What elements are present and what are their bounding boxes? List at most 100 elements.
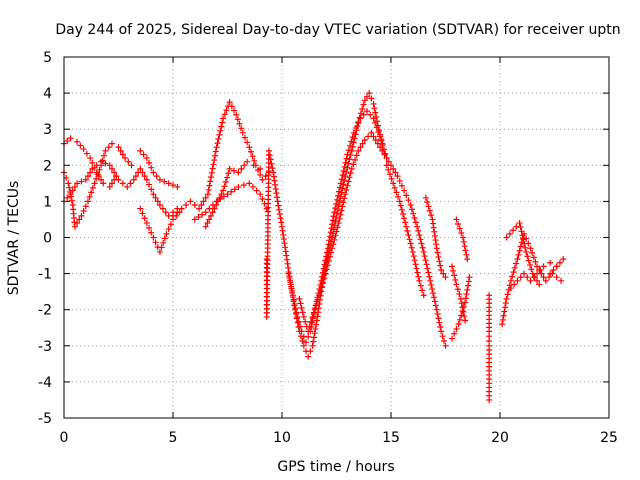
data-point xyxy=(270,169,277,176)
data-point xyxy=(329,245,336,252)
series-trace-10 xyxy=(285,108,390,346)
data-point xyxy=(428,281,435,288)
data-point xyxy=(291,300,298,307)
data-point xyxy=(465,278,472,285)
data-point xyxy=(221,111,228,118)
data-point xyxy=(348,138,355,145)
data-point xyxy=(106,162,113,169)
data-point xyxy=(459,308,466,315)
data-point xyxy=(486,396,493,403)
data-point xyxy=(373,124,380,131)
data-point xyxy=(156,248,163,255)
data-point xyxy=(553,274,560,281)
data-point xyxy=(462,247,469,254)
data-point xyxy=(217,127,224,134)
data-point xyxy=(105,144,112,151)
series-trace-17 xyxy=(486,292,493,403)
data-point xyxy=(525,257,532,264)
data-point xyxy=(516,220,523,227)
data-point xyxy=(277,215,284,222)
data-point xyxy=(464,286,471,293)
data-point xyxy=(280,231,287,238)
data-point xyxy=(78,178,85,185)
x-tick-label: 10 xyxy=(273,430,291,446)
data-point xyxy=(390,180,397,187)
data-point xyxy=(241,134,248,141)
data-point xyxy=(411,215,418,222)
y-tick-label: 5 xyxy=(43,50,52,66)
data-point xyxy=(209,165,216,172)
x-tick-label: 15 xyxy=(382,430,400,446)
data-point xyxy=(312,325,319,332)
plot-frame xyxy=(63,56,610,419)
data-point xyxy=(430,224,437,231)
data-point xyxy=(299,337,306,344)
data-point xyxy=(100,152,107,159)
data-point xyxy=(403,223,410,230)
chart-title: Day 244 of 2025, Sidereal Day-to-day VTE… xyxy=(55,22,620,38)
data-point xyxy=(333,228,340,235)
data-point xyxy=(401,215,408,222)
data-point xyxy=(285,270,292,277)
data-point xyxy=(347,152,354,159)
data-point xyxy=(174,209,181,216)
data-point xyxy=(502,300,509,307)
data-point xyxy=(300,342,307,349)
data-point xyxy=(78,212,85,219)
data-point xyxy=(546,274,553,281)
data-point xyxy=(366,90,373,97)
data-point xyxy=(77,142,84,149)
data-point xyxy=(204,191,211,198)
data-point xyxy=(98,162,105,169)
data-point xyxy=(360,111,367,118)
data-point xyxy=(463,291,470,298)
data-point xyxy=(462,317,469,324)
data-point xyxy=(435,315,442,322)
data-point xyxy=(392,169,399,176)
data-point xyxy=(547,259,554,266)
data-point xyxy=(87,155,94,162)
data-point xyxy=(309,342,316,349)
data-point xyxy=(520,270,527,277)
data-point xyxy=(311,330,318,337)
data-point xyxy=(340,199,347,206)
data-point xyxy=(117,147,124,154)
data-point xyxy=(433,306,440,313)
data-point xyxy=(456,225,463,232)
data-point xyxy=(91,164,98,171)
data-point xyxy=(372,109,379,116)
data-point xyxy=(429,286,436,293)
data-point xyxy=(329,221,336,228)
data-point xyxy=(327,229,334,236)
data-point xyxy=(455,220,462,227)
data-point xyxy=(287,279,294,286)
data-point xyxy=(396,198,403,205)
data-point xyxy=(305,333,312,340)
data-point xyxy=(377,144,384,151)
data-point xyxy=(414,269,421,276)
series-trace-6 xyxy=(170,99,272,219)
data-point xyxy=(274,198,281,205)
data-point xyxy=(361,137,368,144)
data-point xyxy=(364,108,371,115)
data-point xyxy=(333,214,340,221)
data-point xyxy=(560,256,567,263)
data-point xyxy=(500,312,507,319)
data-point xyxy=(297,333,304,340)
data-point xyxy=(506,282,513,289)
data-point xyxy=(385,158,392,165)
data-point xyxy=(214,140,221,147)
data-point xyxy=(162,209,169,216)
data-point xyxy=(68,197,75,204)
data-point xyxy=(542,277,549,284)
data-point xyxy=(436,258,443,265)
data-point xyxy=(413,265,420,272)
data-point xyxy=(323,266,330,273)
data-point xyxy=(64,194,71,201)
data-point xyxy=(257,171,264,178)
data-point xyxy=(259,195,266,202)
data-point xyxy=(549,270,556,277)
series-trace-11 xyxy=(296,129,449,349)
data-point xyxy=(219,119,226,126)
data-point xyxy=(502,304,509,311)
